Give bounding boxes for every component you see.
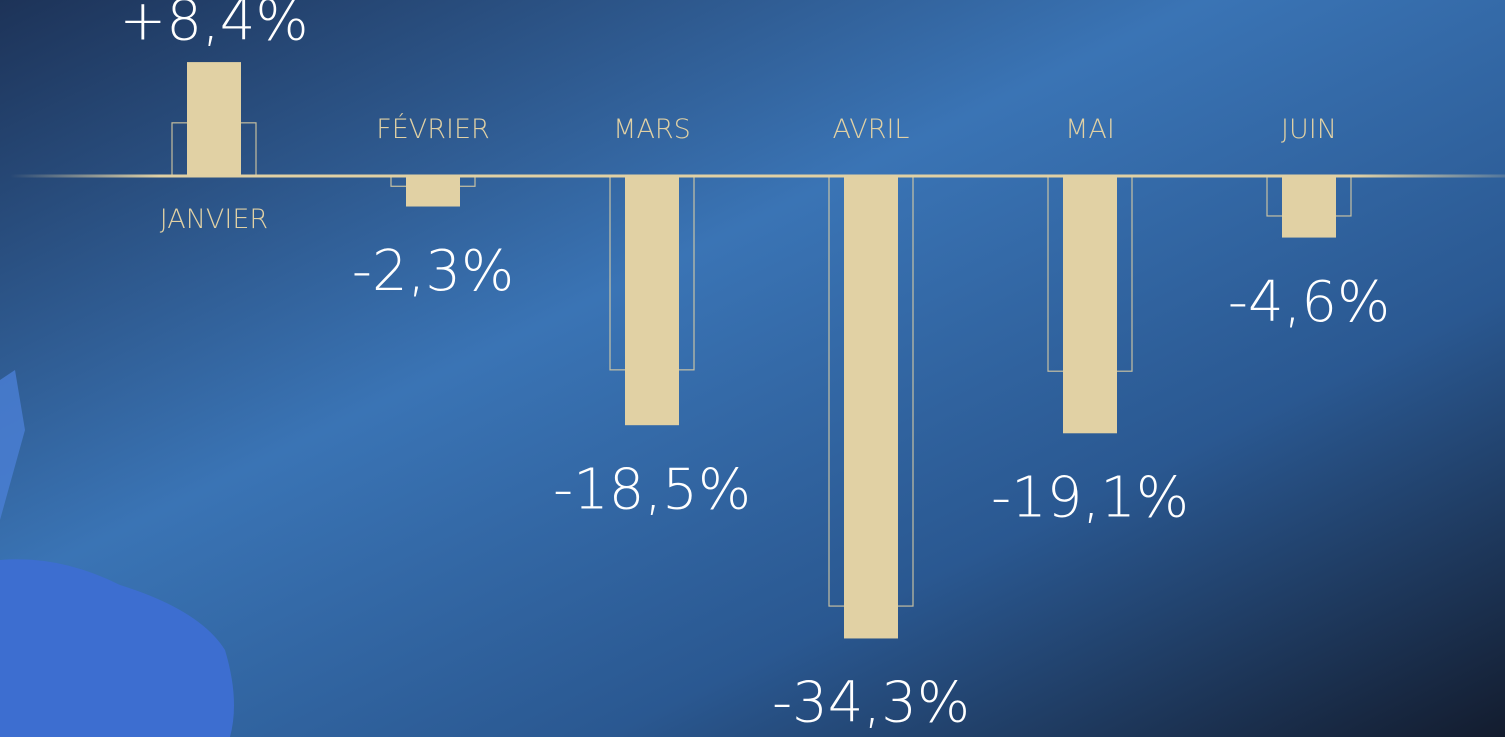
- value-label: +8,4%: [119, 0, 308, 53]
- value-label: -2,3%: [352, 239, 514, 304]
- category-label: FÉVRIER: [376, 113, 490, 145]
- value-label: -19,1%: [991, 466, 1189, 531]
- baseline: [10, 174, 1505, 178]
- category-label: JANVIER: [160, 204, 268, 235]
- category-label: MARS: [613, 114, 691, 145]
- bar: [1063, 175, 1117, 434]
- category-label: MAI: [1065, 114, 1115, 145]
- value-label: -4,6%: [1228, 270, 1390, 335]
- bar: [1282, 175, 1336, 238]
- value-label: -34,3%: [772, 671, 970, 736]
- bar: [625, 175, 679, 426]
- category-label: AVRIL: [833, 114, 910, 145]
- category-label: JUIN: [1281, 114, 1337, 145]
- value-label: -18,5%: [553, 457, 751, 522]
- plot: JANVIER +8,4% FÉVRIER -2,3% MARS -18,5% AVRIL -…: [119, 0, 1390, 736]
- bar: [844, 175, 898, 639]
- paint-decoration: [0, 559, 234, 737]
- paint-decoration: [0, 370, 25, 520]
- bar: [406, 175, 460, 207]
- bar: [187, 62, 241, 176]
